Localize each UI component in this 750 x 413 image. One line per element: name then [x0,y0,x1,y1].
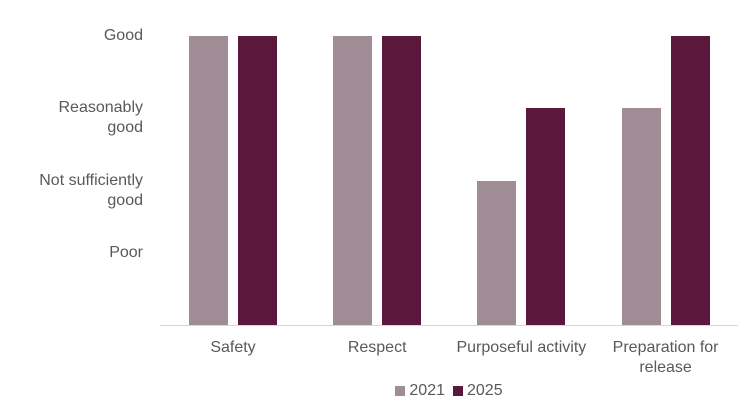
legend-swatch-2021 [395,386,406,396]
bar-respect-2025 [382,36,422,326]
x-category-label-safety: Safety [210,339,256,356]
legend-label-2025: 2025 [467,382,503,399]
y-tick-label-reasonably-good: Reasonably good [58,99,144,137]
bar-safety-2025 [238,36,277,326]
y-tick-label-not-sufficiently-good: Not sufficiently good [39,171,143,209]
bar-purposeful-activity-2025 [526,108,566,326]
legend-item-2025: 2025 [453,382,503,400]
bar-preparation-for-release-2025 [670,36,710,326]
x-category-label-purposeful-activity: Purposeful activity [456,339,587,356]
bar-purposeful-activity-2021 [477,180,517,326]
x-category-label-preparation-for-release: Preparation for release [612,339,719,376]
bar-preparation-for-release-2021 [621,108,661,326]
bar-respect-2021 [333,36,373,326]
x-category-label-respect: Respect [347,339,407,356]
legend-swatch-2025 [453,386,463,396]
legend: 2021 2025 [160,382,738,400]
y-tick-label-poor: Poor [109,244,143,262]
legend-item-2021: 2021 [395,382,445,400]
x-axis-line [160,325,738,326]
bar-safety-2021 [189,36,228,326]
y-tick-label-good: Good [103,27,143,44]
legend-label-2021: 2021 [409,382,445,399]
